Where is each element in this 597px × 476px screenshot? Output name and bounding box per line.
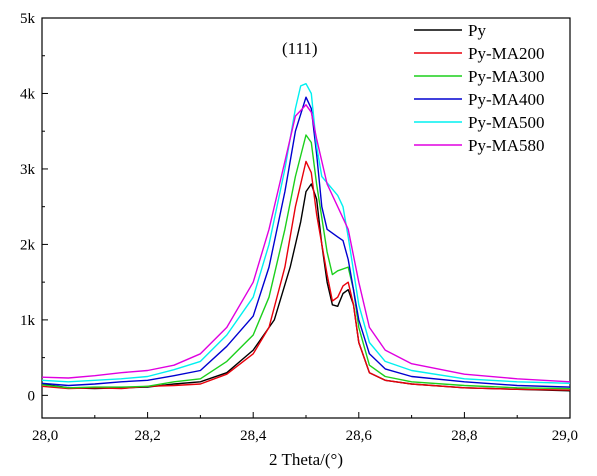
y-axis: 0 1k 2k 3k 4k 5k [20,11,48,404]
x-tick-label: 29,0 [552,428,578,444]
legend: Py Py-MA200 Py-MA300 Py-MA400 Py-MA500 Py-MA5… [414,21,545,155]
series-line [41,183,571,392]
peak-annotation: (111) [282,39,318,58]
y-tick-label: 2k [20,237,36,253]
series-line [41,96,571,388]
series-layer [41,83,571,392]
legend-label: Py-MA400 [468,90,545,109]
legend-label: Py-MA200 [468,44,545,63]
x-tick-label: 28,2 [134,428,160,444]
series-line [41,104,571,383]
y-tick-label: 3k [20,162,36,178]
series-line [41,134,571,390]
y-tick-label: 0 [28,388,36,404]
series-line [41,83,571,384]
legend-label: Py-MA300 [468,67,545,86]
x-tick-label: 28,0 [32,428,58,444]
legend-label: Py-MA580 [468,136,545,155]
x-tick-label: 28,6 [346,428,373,444]
x-tick-label: 28,4 [240,428,267,444]
series-line [41,160,571,391]
x-axis: 28,0 28,2 28,4 28,6 28,8 29,0 [32,412,578,444]
y-tick-label: 5k [20,11,36,27]
legend-label: Py-MA500 [468,113,545,132]
legend-label: Py [468,21,486,40]
x-axis-title: 2 Theta/(°) [269,450,343,469]
y-tick-label: 4k [20,86,36,102]
y-tick-label: 1k [20,313,36,329]
x-tick-label: 28,8 [451,428,477,444]
